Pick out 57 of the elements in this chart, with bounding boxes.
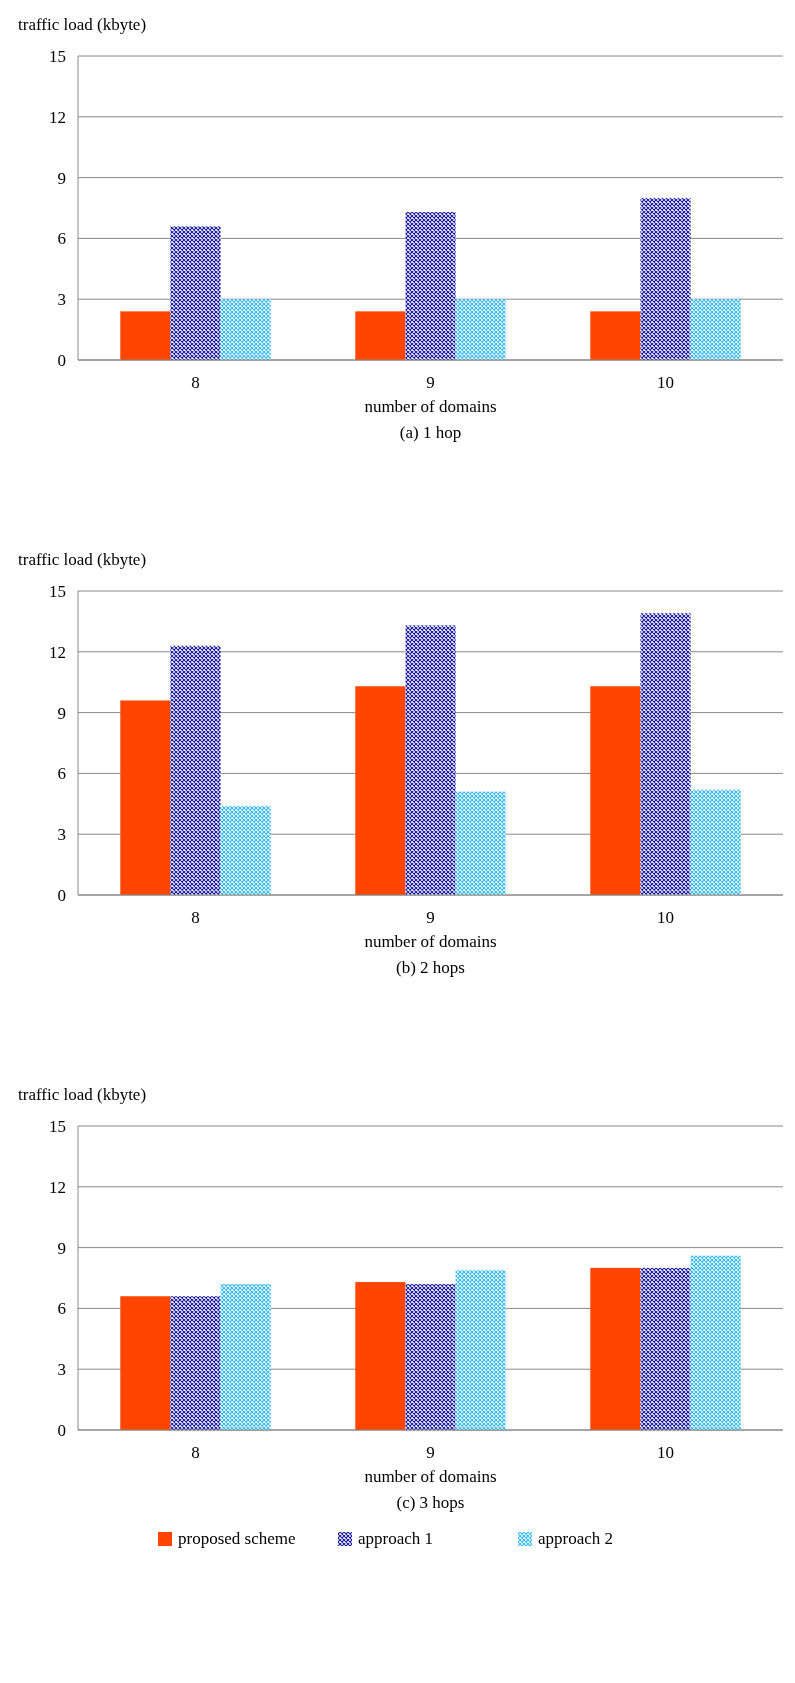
- y-tick-label: 15: [49, 1116, 66, 1136]
- x-axis-title: number of domains: [364, 932, 497, 951]
- bar: [405, 625, 456, 895]
- bar: [220, 299, 271, 360]
- y-tick-label: 6: [57, 1299, 66, 1319]
- x-tick-label: 8: [191, 908, 200, 927]
- x-tick-label: 9: [426, 908, 435, 927]
- bar: [455, 791, 506, 895]
- bar: [170, 645, 221, 895]
- x-tick-label: 9: [426, 1443, 435, 1462]
- x-axis-title: number of domains: [364, 1467, 497, 1486]
- y-tick-label: 3: [57, 290, 66, 310]
- bar: [355, 686, 406, 895]
- legend-label: approach 1: [358, 1529, 434, 1548]
- text: (a) 1 hop: [399, 423, 462, 442]
- x-tick-label: 9: [426, 373, 435, 392]
- y-tick-label: 12: [49, 642, 66, 662]
- bar: [220, 805, 271, 895]
- y-tick-label: 6: [57, 764, 66, 784]
- y-tick-label: 15: [49, 581, 66, 601]
- y-tick-label: 9: [57, 168, 66, 188]
- y-tick-label: 3: [57, 1360, 66, 1380]
- bar: [120, 700, 171, 895]
- bar: [590, 686, 641, 895]
- text: (b) 2 hops: [396, 958, 465, 977]
- y-tick-label: 0: [57, 885, 66, 905]
- x-tick-label: 8: [191, 373, 200, 392]
- bar: [455, 299, 506, 360]
- y-tick-label: 9: [57, 703, 66, 723]
- y-axis-title: traffic load (kbyte): [18, 1085, 147, 1104]
- bar: [120, 311, 171, 360]
- y-tick-label: 0: [57, 350, 66, 370]
- bar: [640, 197, 691, 360]
- x-tick-label: 8: [191, 1443, 200, 1462]
- x-tick-label: 10: [657, 373, 674, 392]
- y-tick-label: 12: [49, 107, 66, 127]
- y-tick-label: 15: [49, 46, 66, 66]
- bar: [690, 789, 741, 895]
- bar: [690, 299, 741, 360]
- x-axis-title: number of domains: [364, 397, 497, 416]
- bar: [590, 311, 641, 360]
- bar: [170, 226, 221, 360]
- y-tick-label: 6: [57, 229, 66, 249]
- y-axis-title: traffic load (kbyte): [18, 15, 147, 34]
- bar: [405, 212, 456, 360]
- x-tick-label: 10: [657, 1443, 674, 1462]
- y-axis-title: traffic load (kbyte): [18, 550, 147, 569]
- y-tick-label: 0: [57, 1420, 66, 1440]
- bar: [640, 613, 691, 895]
- bar: [355, 311, 406, 360]
- legend-label: proposed scheme: [178, 1529, 296, 1548]
- legend-label: approach 2: [538, 1529, 614, 1548]
- y-tick-label: 12: [49, 1177, 66, 1197]
- x-tick-label: 10: [657, 908, 674, 927]
- y-tick-label: 9: [57, 1238, 66, 1258]
- text: (c) 3 hops: [396, 1493, 465, 1512]
- y-tick-label: 3: [57, 825, 66, 845]
